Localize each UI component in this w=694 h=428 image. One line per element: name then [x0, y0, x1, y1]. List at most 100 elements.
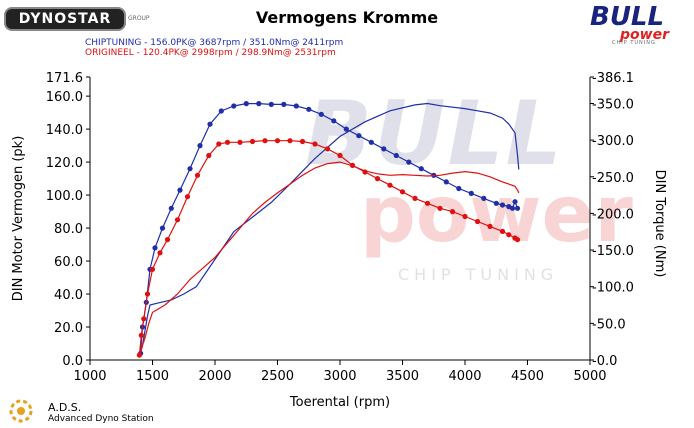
series-point-2	[141, 316, 147, 322]
series-point-0	[393, 152, 399, 159]
y-right-tick-label: -50.0	[592, 317, 626, 332]
series-point-0	[443, 179, 449, 185]
y-right-tick-label: -386.1	[592, 71, 634, 86]
series-point-2	[312, 141, 318, 147]
series-point-0	[293, 103, 299, 109]
series-point-2	[237, 139, 243, 145]
legend-origineel: ORIGINEEL - 120.4PK@ 2998rpm / 298.9Nm@ …	[85, 48, 336, 58]
series-point-0	[231, 103, 237, 109]
y-left-tick-label: 160.0	[46, 90, 83, 105]
series-point-2	[399, 189, 406, 195]
series-point-0	[331, 118, 337, 124]
y-left-tick-label: 40.0	[54, 288, 83, 303]
series-point-0	[268, 101, 274, 107]
series-point-2	[299, 138, 306, 145]
series-point-0	[197, 143, 203, 149]
y-right-tick-label: -0.0	[592, 354, 617, 369]
y-right-tick-label: -300.0	[592, 134, 634, 149]
series-point-2	[157, 250, 163, 256]
chart-title: Vermogens Kromme	[255, 8, 439, 27]
series-point-2	[506, 232, 512, 238]
y-right-tick-label: -350.0	[592, 97, 634, 112]
series-point-0	[152, 245, 158, 251]
series-point-2	[474, 218, 481, 225]
series-point-2	[449, 209, 456, 215]
series-point-2	[206, 152, 212, 159]
series-point-0	[356, 133, 362, 139]
bull-power-logo-sub: power	[620, 27, 669, 43]
series-point-2	[144, 291, 151, 297]
series-point-2	[262, 138, 268, 144]
series-point-2	[374, 176, 381, 182]
x-tick-label: 1000	[73, 369, 106, 384]
series-point-0	[281, 101, 287, 107]
series-point-0	[187, 166, 193, 172]
ads-subtitle: Advanced Dyno Station	[48, 414, 154, 424]
series-point-0	[418, 166, 424, 172]
series-point-2	[174, 217, 181, 223]
series-line-1	[139, 102, 520, 356]
series-point-0	[514, 205, 521, 211]
series-point-2	[487, 223, 493, 229]
x-tick-label: 1500	[136, 369, 169, 384]
y-right-tick-label: -150.0	[592, 244, 634, 259]
series-point-2	[224, 139, 231, 145]
ads-brand: A.D.S.	[48, 401, 82, 414]
series-point-2	[216, 141, 222, 147]
dynostar-logo-sub: GROUP	[128, 15, 150, 22]
series-point-2	[249, 138, 256, 145]
x-tick-label: 3500	[386, 369, 419, 384]
y-left-tick-label: 140.0	[46, 123, 83, 138]
x-tick-label: 4500	[511, 369, 544, 384]
y-right-tick-label: -100.0	[592, 281, 634, 296]
series-point-2	[387, 182, 393, 188]
series-point-0	[207, 121, 213, 127]
bull-power-logo: BULL	[590, 2, 665, 32]
series-point-2	[287, 138, 293, 144]
y-right-tick-label: -250.0	[592, 171, 634, 186]
series-point-0	[343, 126, 349, 132]
x-tick-label: 3000	[323, 369, 356, 384]
series-line-3	[138, 161, 520, 357]
series-line-0	[140, 102, 519, 354]
x-tick-label: 5000	[573, 369, 606, 384]
x-tick-label: 4000	[448, 369, 481, 384]
series-line-2	[138, 140, 518, 356]
series-point-0	[456, 185, 462, 192]
x-tick-label: 2000	[198, 369, 231, 384]
y-left-tick-label: 20.0	[54, 321, 83, 336]
series-point-2	[462, 213, 468, 220]
series-point-2	[514, 237, 521, 243]
series-point-2	[164, 237, 171, 243]
series-point-2	[324, 146, 331, 152]
series-point-2	[184, 194, 191, 200]
series-point-0	[177, 187, 183, 193]
series-point-0	[468, 190, 474, 196]
y-right-axis-label: DIN Torque (Nm)	[652, 170, 667, 278]
series-point-0	[256, 101, 262, 107]
series-point-0	[499, 202, 506, 208]
series-point-0	[406, 159, 412, 165]
x-tick-label: 2500	[261, 369, 294, 384]
series-point-2	[138, 332, 144, 338]
legend-chiptuning: CHIPTUNING - 156.0PK@ 3687rpm / 351.0Nm@…	[85, 38, 344, 48]
series-point-0	[509, 205, 516, 211]
series-point-0	[481, 195, 487, 201]
series-point-2	[337, 152, 343, 159]
series-point-0	[218, 108, 224, 114]
dynostar-logo: DYNOSTAR	[4, 7, 126, 31]
series-point-0	[381, 146, 387, 152]
series-point-0	[368, 139, 374, 145]
series-point-0	[306, 106, 312, 112]
series-point-2	[274, 138, 281, 144]
watermark-power: power	[360, 170, 633, 260]
bull-power-logo-tag: CHIP TUNING	[612, 40, 656, 46]
watermark-chip-tuning: CHIP TUNING	[398, 265, 559, 284]
series-point-2	[437, 205, 443, 211]
y-left-tick-label: 100.0	[46, 189, 83, 204]
y-left-axis-label: DIN Motor Vermogen (pk)	[11, 136, 26, 302]
y-right-tick-label: -200.0	[592, 207, 634, 222]
y-left-tick-label: 60.0	[54, 255, 83, 270]
series-point-0	[493, 200, 499, 206]
